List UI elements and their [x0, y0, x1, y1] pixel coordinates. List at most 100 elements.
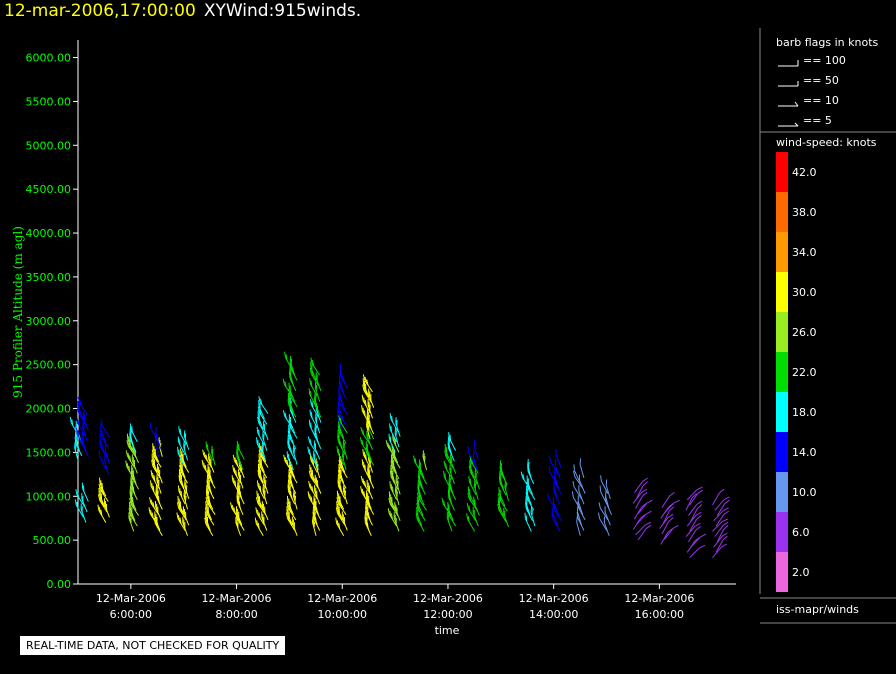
wind-barb-flag — [258, 396, 261, 403]
barb-legend-label: == 5 — [803, 114, 832, 127]
wind-barb-flag — [361, 488, 364, 495]
wind-barb-flag — [669, 506, 675, 512]
wind-barb-flag — [467, 492, 470, 499]
wind-barb-shaft — [689, 518, 698, 532]
wind-barb-flag — [177, 436, 180, 443]
wind-barb-flag — [77, 396, 80, 404]
wind-barb-flag — [78, 420, 80, 427]
wind-barb-shaft — [688, 529, 697, 543]
wind-barb-flag — [722, 521, 729, 526]
wind-barb-flag — [722, 518, 729, 522]
wind-barb-flag — [232, 454, 235, 461]
wind-barb-flag — [673, 499, 680, 504]
wind-barb-shaft — [100, 445, 108, 459]
x-tick-label-time: 10:00:00 — [318, 608, 367, 621]
wind-barb-flag — [308, 449, 311, 456]
wind-barb-shaft — [104, 460, 109, 475]
wind-barb-flag — [388, 497, 391, 504]
wind-barb-flag — [365, 506, 367, 513]
wind-barb-shaft — [633, 481, 644, 494]
wind-barb-flag — [697, 489, 703, 494]
wind-barb-flag — [360, 486, 363, 493]
wind-barb-flag — [97, 494, 101, 501]
wind-barb-flag — [387, 508, 390, 515]
wind-barb-flag — [258, 429, 260, 436]
wind-barb-flag — [642, 481, 648, 486]
wind-barb-flag — [417, 505, 421, 512]
wind-barb-shaft — [690, 508, 698, 522]
wind-barb-flag — [363, 451, 366, 458]
wind-barb-flag — [597, 512, 601, 519]
y-tick-label: 3500.00 — [26, 271, 72, 284]
wind-barb-flag — [77, 430, 80, 437]
wind-barb-flag — [211, 448, 214, 455]
wind-barb-shaft — [468, 451, 476, 465]
wind-barb-flag — [722, 507, 729, 512]
wind-barb-flag — [179, 488, 181, 495]
color-scale-label: 38.0 — [792, 206, 817, 219]
wind-barb-flag — [367, 425, 370, 432]
wind-barb-flag — [179, 517, 182, 524]
wind-barb-flag — [387, 442, 390, 449]
wind-barb-flag — [721, 543, 727, 548]
wind-barb-flag — [148, 507, 151, 514]
y-tick-label: 3000.00 — [26, 315, 72, 328]
wind-barb-flag — [363, 397, 366, 404]
wind-barb-flag — [259, 485, 262, 492]
wind-barb-flag — [367, 466, 370, 473]
wind-barb-flag — [236, 440, 239, 447]
wind-barb-shaft — [689, 547, 700, 559]
wind-barb-flag — [256, 520, 259, 527]
wind-barb-flag — [363, 461, 365, 468]
wind-barb-flag — [309, 409, 312, 416]
wind-barb-shaft — [339, 402, 348, 415]
wind-barb-flag — [497, 503, 500, 510]
wind-barb-shaft — [548, 498, 557, 511]
wind-barb-shaft — [712, 521, 723, 532]
wind-barb-shaft — [713, 535, 723, 548]
wind-barb-flag — [699, 544, 706, 549]
color-scale-label: 26.0 — [792, 326, 817, 339]
wind-barb-shaft — [713, 510, 724, 522]
wind-barb-flag — [443, 470, 445, 477]
wind-barb-flag — [79, 399, 82, 406]
wind-barb-flag — [184, 492, 186, 499]
wind-barb-flag — [520, 471, 523, 478]
wind-barb-flag — [256, 480, 259, 487]
wind-barb-flag — [695, 511, 702, 516]
wind-barb-flag — [669, 491, 675, 497]
wind-barb-flag — [288, 475, 290, 482]
x-tick-label-date: 12-Mar-2006 — [96, 592, 166, 605]
wind-barb-flag — [444, 450, 447, 457]
wind-barb-flag — [338, 522, 341, 529]
wind-barb-flag — [311, 401, 314, 408]
color-scale-swatch — [776, 312, 788, 352]
wind-barb-shaft — [605, 495, 610, 510]
wind-barb-flag — [641, 488, 648, 493]
wind-barb-shaft — [637, 502, 648, 515]
wind-barb-flag — [361, 459, 364, 466]
wind-barb-shaft — [339, 369, 346, 384]
wind-barb-shaft — [553, 486, 559, 500]
wind-barb-flag — [390, 483, 393, 490]
color-scale-label: 42.0 — [792, 166, 817, 179]
wind-barb-flag — [307, 491, 310, 498]
wind-barb-flag — [362, 407, 365, 414]
wind-barb-flag — [257, 522, 260, 529]
y-axis-label: 915 Profiler Altitude (m agl) — [11, 226, 25, 398]
wind-barb-flag — [151, 459, 154, 466]
wind-barb-flag — [310, 380, 313, 387]
wind-barb-shaft — [600, 481, 609, 494]
wind-barb-flag — [525, 492, 528, 499]
wind-barb-flag — [69, 416, 72, 423]
wind-barb-flag — [179, 464, 182, 472]
wind-barb-flag — [257, 470, 260, 477]
wind-barb-flag — [204, 464, 207, 472]
wind-barb-flag — [310, 412, 313, 419]
wind-barb-flag — [361, 405, 363, 412]
wind-barb-flag — [337, 407, 340, 414]
wind-barb-shaft — [155, 432, 161, 447]
wind-barb-flag — [99, 440, 101, 447]
wind-barb-shaft — [573, 486, 582, 500]
wind-barb-flag — [444, 473, 447, 480]
